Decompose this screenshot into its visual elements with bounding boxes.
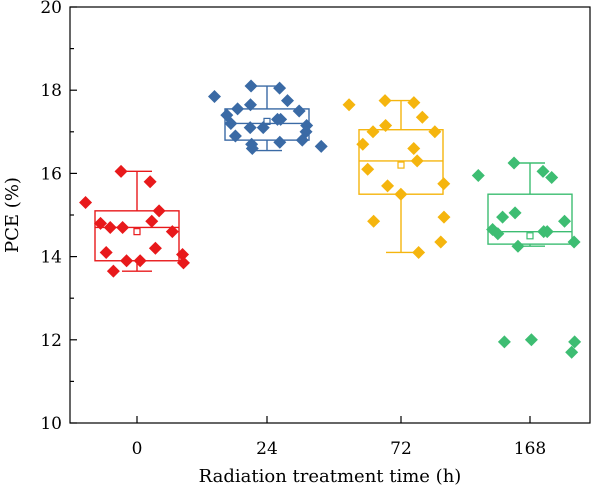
data-point: [366, 125, 380, 139]
data-point: [540, 225, 554, 239]
data-point: [106, 264, 120, 278]
data-point: [292, 104, 306, 118]
x-tick-label: 72: [390, 439, 412, 459]
data-point: [507, 156, 521, 170]
data-point: [471, 168, 485, 182]
data-point: [407, 141, 421, 155]
mean-marker: [397, 161, 405, 169]
x-tick-label: 0: [132, 439, 143, 459]
data-point: [558, 214, 572, 228]
data-point: [165, 225, 179, 239]
data-point: [497, 335, 511, 349]
data-point: [381, 179, 395, 193]
data-point: [437, 177, 451, 191]
data-point: [367, 214, 381, 228]
data-point: [231, 102, 245, 116]
data-point: [342, 98, 356, 112]
data-point: [133, 254, 147, 268]
data-point: [378, 94, 392, 108]
mean-marker: [263, 117, 271, 126]
data-point: [228, 129, 242, 143]
data-point: [99, 245, 113, 259]
data-point: [568, 335, 582, 349]
data-point: [545, 171, 559, 185]
data-point: [491, 227, 505, 241]
data-point: [379, 119, 393, 133]
data-point: [143, 175, 157, 189]
y-axis: 10 12 14 16 18 20: [40, 0, 77, 434]
y-tick-label: 14: [40, 248, 62, 268]
mean-marker: [133, 228, 141, 236]
data-point: [245, 141, 259, 155]
data-point: [496, 210, 510, 224]
data-point: [176, 248, 190, 262]
data-point: [407, 96, 421, 110]
y-tick-label: 20: [40, 0, 62, 18]
y-tick-label: 10: [40, 414, 62, 434]
data-point: [224, 116, 238, 130]
data-point: [273, 81, 287, 95]
y-tick-label: 18: [40, 81, 62, 101]
data-point: [415, 110, 429, 124]
data-point: [361, 162, 375, 176]
data-point: [243, 98, 257, 112]
data-point: [244, 79, 258, 93]
y-tick-label: 16: [40, 164, 62, 184]
data-point: [412, 245, 426, 259]
x-tick-label: 168: [514, 439, 546, 459]
data-point: [295, 133, 309, 147]
y-tick-label: 12: [40, 331, 62, 351]
data-point: [524, 333, 538, 347]
box-iqr: [487, 193, 573, 245]
x-axis-label: Radiation treatment time (h): [199, 466, 462, 487]
data-point: [116, 220, 130, 234]
data-point: [274, 112, 288, 126]
data-point: [511, 239, 525, 253]
data-point: [148, 241, 162, 255]
data-point: [94, 216, 108, 230]
data-point: [114, 164, 128, 178]
data-point: [103, 220, 117, 234]
data-points: [79, 79, 582, 359]
data-point: [356, 137, 370, 151]
data-point: [410, 154, 424, 168]
data-point: [536, 164, 550, 178]
x-axis: 0 24 72 168: [132, 416, 546, 459]
data-point: [273, 135, 287, 149]
data-point: [120, 254, 134, 268]
data-point: [145, 214, 159, 228]
y-axis-label: PCE (%): [2, 177, 23, 253]
data-point: [152, 204, 166, 218]
data-point: [567, 235, 581, 249]
data-point: [207, 89, 221, 103]
x-tick-label: 24: [256, 439, 278, 459]
data-point: [256, 121, 270, 135]
data-point: [79, 196, 93, 210]
data-point: [243, 121, 257, 135]
data-point: [314, 139, 328, 153]
data-point: [508, 206, 522, 220]
data-point: [437, 210, 451, 224]
data-point: [434, 235, 448, 249]
data-point: [280, 94, 294, 108]
data-point: [176, 256, 190, 270]
data-point: [428, 125, 442, 139]
mean-marker: [526, 232, 534, 240]
data-point: [565, 345, 579, 359]
data-point: [394, 187, 408, 201]
